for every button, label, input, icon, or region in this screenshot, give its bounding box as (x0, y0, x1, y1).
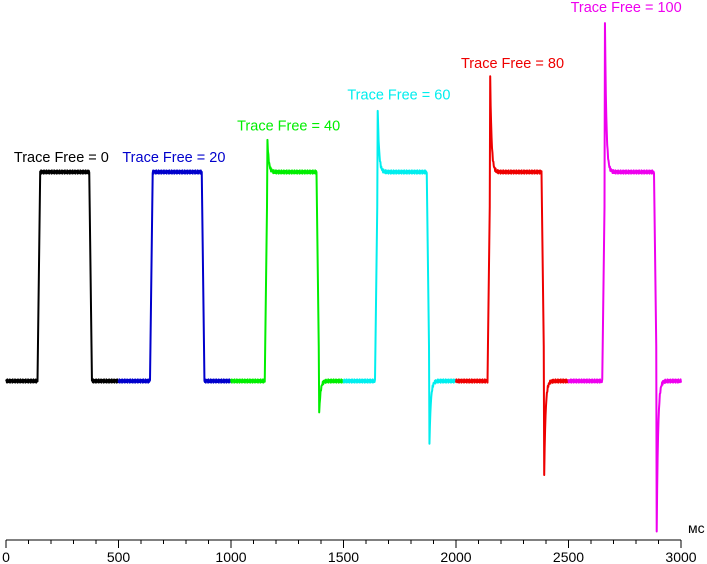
x-axis: мс 0 500 1000 1500 2000 2500 3000 (2, 520, 705, 564)
x-axis-unit: мс (688, 520, 705, 536)
x-tick-label: 1500 (328, 549, 359, 564)
series-label-1: Trace Free = 20 (122, 150, 225, 166)
series-line-0 (5, 169, 120, 384)
series-line-1 (117, 169, 232, 384)
x-tick-label: 2500 (553, 549, 584, 564)
series-labels-group: Trace Free = 0 Trace Free = 20 Trace Free … (14, 0, 682, 166)
series-line-2 (230, 138, 345, 414)
series-line-5 (567, 22, 682, 533)
x-tick-label: 1000 (215, 549, 246, 564)
series-label-4: Trace Free = 80 (461, 56, 564, 72)
series-label-0: Trace Free = 0 (14, 150, 109, 166)
x-tick-label: 2000 (440, 549, 471, 564)
x-tick-label: 0 (2, 549, 10, 564)
series-line-3 (342, 109, 457, 445)
series-label-3: Trace Free = 60 (347, 87, 450, 103)
x-tick-label: 3000 (665, 549, 696, 564)
x-tick-label: 500 (107, 549, 131, 564)
series-line-4 (455, 75, 570, 477)
series-label-2: Trace Free = 40 (237, 119, 340, 135)
series-label-5: Trace Free = 100 (571, 0, 682, 16)
trace-series-group (5, 22, 682, 533)
